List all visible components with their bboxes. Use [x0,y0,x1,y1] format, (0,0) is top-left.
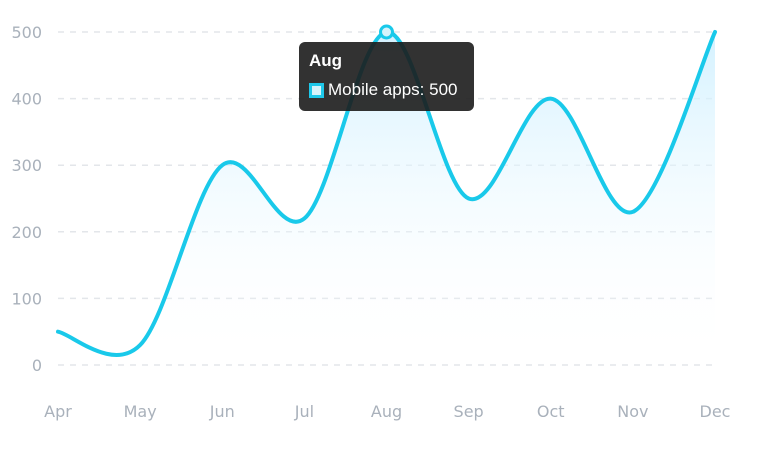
x-tick-label: Nov [617,402,648,421]
x-tick-label: Dec [700,402,731,421]
chart-tooltip: Aug Mobile apps: 500 [299,42,474,111]
tooltip-row: Mobile apps: 500 [309,79,464,101]
x-tick-label: Oct [537,402,565,421]
data-point-nov[interactable] [627,206,639,218]
x-tick-label: Aug [371,402,402,421]
tooltip-title: Aug [309,51,343,70]
data-point-jul[interactable] [298,212,310,224]
tooltip-value-text: Mobile apps: 500 [328,80,458,99]
x-axis: Apr May Jun Jul Aug Sep Oct Nov Dec [44,402,730,421]
y-axis: 0 100 200 300 400 500 [11,23,42,375]
y-tick-label: 200 [11,223,42,242]
y-tick-label: 100 [11,289,42,308]
tooltip-color-swatch [309,82,324,98]
x-tick-label: Sep [454,402,484,421]
x-tick-label: Apr [44,402,72,421]
data-point-oct[interactable] [545,93,557,105]
data-points [52,24,721,351]
y-tick-label: 300 [11,156,42,175]
data-point-apr[interactable] [52,326,64,338]
y-tick-label: 400 [11,90,42,109]
x-tick-label: Jun [209,402,235,421]
x-tick-label: May [124,402,157,421]
y-tick-label: 500 [11,23,42,42]
y-tick-label: 0 [32,356,42,375]
x-tick-label: Jul [294,402,314,421]
data-point-may[interactable] [134,339,146,351]
data-point-sep[interactable] [463,193,475,205]
data-point-dec[interactable] [709,26,721,38]
data-point-jun[interactable] [216,159,228,171]
series-area-mobile-apps [58,31,715,366]
active-point-marker [379,24,394,40]
